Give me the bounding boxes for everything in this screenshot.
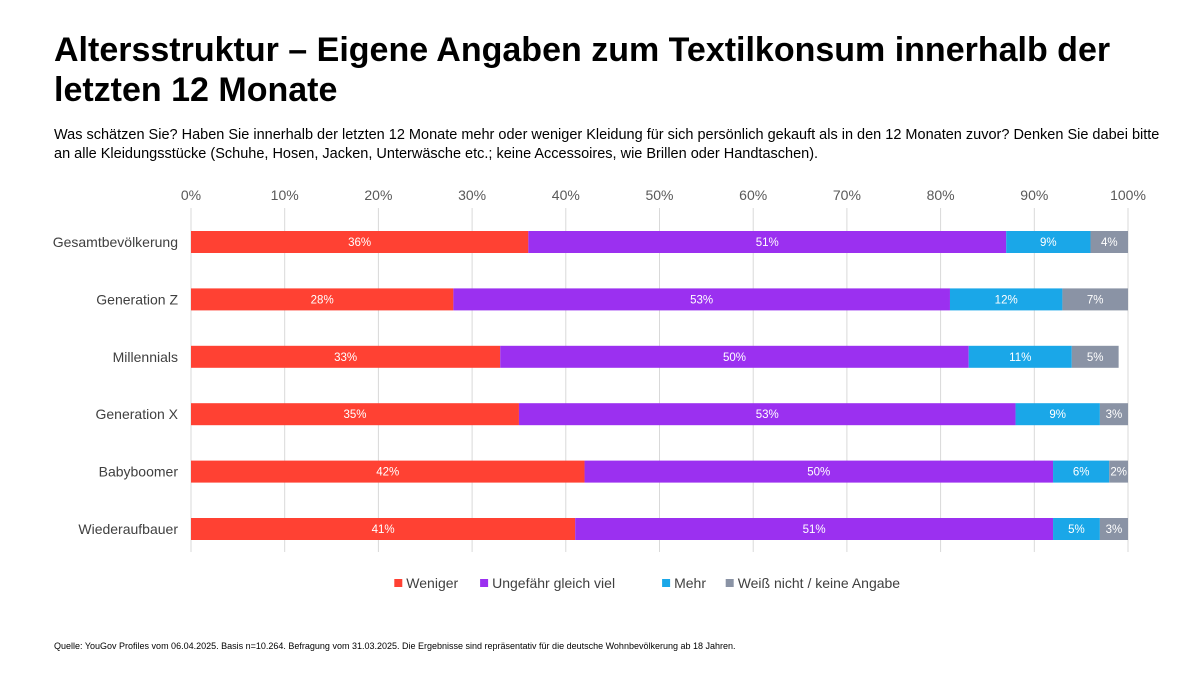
data-label: 9% bbox=[1040, 237, 1057, 249]
data-label: 50% bbox=[807, 467, 830, 479]
bar-segment bbox=[518, 403, 1016, 426]
bar-segment bbox=[1015, 403, 1100, 426]
legend-label: Weniger bbox=[406, 575, 458, 591]
data-label: 3% bbox=[1106, 409, 1123, 421]
data-label: 28% bbox=[311, 294, 334, 306]
data-label: 33% bbox=[334, 352, 357, 364]
data-label: 51% bbox=[803, 524, 826, 536]
category-label: Wiederaufbauer bbox=[78, 521, 178, 537]
bar-segment bbox=[584, 460, 1054, 483]
data-label: 42% bbox=[376, 467, 399, 479]
bar-segment bbox=[191, 518, 576, 540]
legend-swatch bbox=[725, 579, 734, 587]
bar-segment bbox=[191, 288, 454, 311]
bar-segment bbox=[1090, 231, 1128, 253]
bar-segment bbox=[191, 403, 519, 426]
category-label: Millennials bbox=[113, 349, 178, 365]
source-note: Quelle: YouGov Profiles vom 06.04.2025. … bbox=[54, 641, 736, 651]
data-label: 12% bbox=[995, 294, 1018, 306]
legend-label: Ungefähr gleich viel bbox=[492, 575, 615, 591]
bar-segment bbox=[1053, 518, 1100, 540]
category-label: Generation Z bbox=[96, 291, 178, 307]
legend-swatch bbox=[394, 579, 403, 587]
x-tick-label: 40% bbox=[552, 187, 580, 203]
x-tick-label: 100% bbox=[1110, 187, 1146, 203]
data-label: 5% bbox=[1068, 524, 1085, 536]
bar-segment bbox=[575, 518, 1054, 540]
data-label: 35% bbox=[343, 409, 366, 421]
x-tick-label: 70% bbox=[833, 187, 861, 203]
bar-segment bbox=[1053, 460, 1110, 483]
data-label: 3% bbox=[1106, 524, 1123, 536]
data-label: 6% bbox=[1073, 467, 1090, 479]
data-label: 50% bbox=[723, 352, 746, 364]
data-label: 41% bbox=[372, 524, 395, 536]
bar-segment bbox=[1099, 403, 1128, 426]
x-tick-label: 0% bbox=[181, 187, 201, 203]
category-labels: Gesamtbevölkerung Generation Z Millennials… bbox=[53, 234, 179, 537]
x-tick-label: 60% bbox=[739, 187, 767, 203]
x-axis-ticks: 0% 10% 20% 30% 40% 50% 60% 70% 80% 90% 100% bbox=[181, 187, 1146, 203]
bar-segment bbox=[1071, 345, 1119, 368]
data-label: 11% bbox=[1009, 352, 1031, 364]
category-label: Babyboomer bbox=[99, 464, 179, 480]
x-tick-label: 80% bbox=[927, 187, 955, 203]
x-tick-label: 30% bbox=[458, 187, 486, 203]
legend-label: Mehr bbox=[674, 575, 706, 591]
chart-title: Altersstruktur – Eigene Angaben zum Text… bbox=[54, 31, 1111, 109]
x-tick-label: 50% bbox=[645, 187, 673, 203]
bar-segment bbox=[191, 345, 501, 368]
stacked-bar-chart: 0% 10% 20% 30% 40% 50% 60% 70% 80% 90% 100% Gesamt… bbox=[53, 187, 1146, 591]
data-label: 5% bbox=[1087, 352, 1104, 364]
x-tick-label: 10% bbox=[271, 187, 299, 203]
bar-segment bbox=[1062, 288, 1128, 311]
bar-segment bbox=[500, 345, 969, 368]
data-label: 4% bbox=[1101, 237, 1118, 249]
data-label: 2% bbox=[1110, 467, 1127, 479]
category-label: Gesamtbevölkerung bbox=[53, 234, 178, 250]
survey-question: Was schätzen Sie? Haben Sie innerhalb de… bbox=[54, 127, 1160, 162]
data-label: 53% bbox=[756, 409, 779, 421]
legend: Weniger Ungefähr gleich viel Mehr Weiß nich… bbox=[394, 575, 900, 591]
bar-segment bbox=[1099, 518, 1128, 540]
legend-label: Weiß nicht / keine Angabe bbox=[738, 575, 901, 591]
bar-segment bbox=[528, 231, 1007, 253]
data-label: 51% bbox=[756, 237, 779, 249]
x-tick-label: 90% bbox=[1020, 187, 1048, 203]
bars: 36% 51% 9% 4% 28% 53% 12% 7% 33% 50% 11% 5% 35% 53% 9%… bbox=[191, 231, 1128, 540]
legend-swatch bbox=[480, 579, 489, 587]
bar-segment bbox=[1006, 231, 1091, 253]
bar-segment bbox=[968, 345, 1072, 368]
data-label: 7% bbox=[1087, 294, 1104, 306]
data-label: 36% bbox=[348, 237, 371, 249]
data-label: 53% bbox=[690, 294, 713, 306]
bar-segment bbox=[191, 231, 529, 253]
x-tick-label: 20% bbox=[364, 187, 392, 203]
data-label: 9% bbox=[1049, 409, 1066, 421]
bar-segment bbox=[191, 460, 585, 483]
gridlines bbox=[190, 208, 1129, 552]
legend-swatch bbox=[662, 579, 671, 587]
bar-segment bbox=[1109, 460, 1128, 483]
bar-segment bbox=[453, 288, 950, 311]
category-label: Generation X bbox=[96, 406, 179, 422]
bar-segment bbox=[949, 288, 1063, 311]
